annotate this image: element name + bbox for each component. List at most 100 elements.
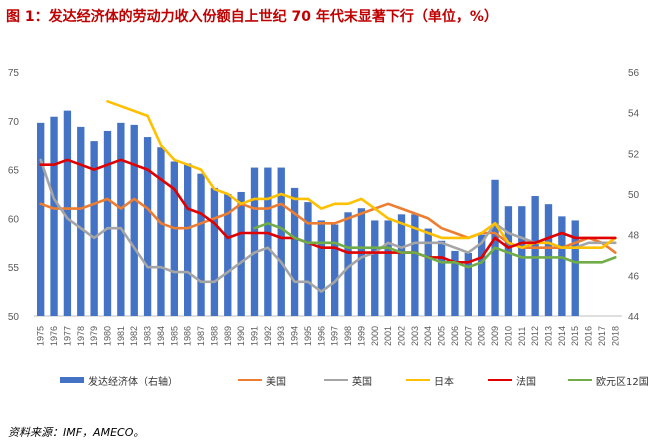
- bar: [531, 196, 539, 316]
- bars: [37, 110, 579, 317]
- right-axis-tick-label: 48: [628, 231, 640, 242]
- x-axis-tick-label: 2004: [423, 326, 433, 346]
- bar: [451, 250, 459, 316]
- x-axis-tick-label: 1999: [356, 326, 366, 346]
- legend-swatch: [324, 379, 348, 381]
- x-axis-tick-label: 1983: [143, 326, 153, 346]
- x-axis-tick-label: 2014: [557, 326, 567, 346]
- bar: [90, 141, 98, 316]
- x-axis-tick-label: 1980: [103, 326, 113, 346]
- bar: [250, 167, 259, 316]
- bar: [357, 208, 366, 316]
- x-axis-tick-label: 1977: [62, 326, 72, 346]
- x-axis-tick-label: 1994: [290, 326, 300, 346]
- legend-label: 欧元区12国: [596, 376, 649, 388]
- left-axis-tick-label: 50: [8, 312, 20, 323]
- x-axis-tick-label: 1975: [36, 326, 46, 346]
- x-axis-tick-label: 1998: [343, 326, 353, 346]
- x-axis-tick-label: 2015: [570, 326, 580, 346]
- series-line: [106, 100, 617, 249]
- x-axis-tick-label: 1989: [223, 326, 233, 346]
- bar: [371, 220, 379, 316]
- x-axis-tick-label: 2013: [544, 326, 554, 346]
- legend-label: 法国: [516, 376, 536, 388]
- bar: [103, 130, 112, 316]
- legend-swatch: [238, 379, 262, 381]
- x-axis-tick-label: 2012: [530, 326, 540, 346]
- left-axis-tick-label: 55: [8, 263, 20, 274]
- bar: [384, 220, 392, 316]
- right-axis-tick-label: 56: [628, 68, 640, 79]
- bar: [518, 206, 526, 316]
- bar: [544, 204, 553, 316]
- legend-item: 日本: [406, 372, 454, 388]
- bar: [504, 206, 513, 316]
- bar: [478, 234, 486, 316]
- bar: [37, 122, 45, 316]
- bar: [317, 220, 325, 316]
- bar: [117, 122, 125, 316]
- legend-label: 英国: [352, 376, 372, 388]
- x-axis-tick-label: 2007: [463, 326, 473, 346]
- x-axis-tick-label: 1986: [183, 326, 193, 346]
- right-axis-tick-label: 52: [628, 149, 640, 160]
- legend-swatch: [568, 379, 592, 381]
- x-axis-tick-label: 1993: [276, 326, 286, 346]
- x-axis-tick-label: 1982: [129, 326, 139, 346]
- bar: [184, 163, 192, 316]
- x-axis-tick-label: 1992: [263, 326, 273, 346]
- bar: [77, 126, 85, 317]
- bar: [130, 124, 138, 316]
- x-axis-tick-label: 2009: [490, 326, 500, 346]
- x-axis-tick-label: 2018: [610, 326, 620, 346]
- x-axis-tick-label: 1981: [116, 326, 126, 346]
- legend-swatch: [60, 377, 84, 383]
- x-axis-tick-label: 1978: [76, 326, 86, 346]
- bar: [437, 240, 446, 316]
- x-axis-tick-label: 2016: [584, 326, 594, 346]
- left-axis-tick-label: 65: [8, 166, 20, 177]
- legend-label: 美国: [266, 376, 286, 388]
- bar: [264, 167, 272, 316]
- x-axis-tick-label: 2005: [437, 326, 447, 346]
- bar: [304, 202, 312, 316]
- x-axis-tick-label: 1990: [236, 326, 246, 346]
- series-line: [253, 222, 617, 269]
- chart-title: 图 1：发达经济体的劳动力收入份额自上世纪 70 年代末显著下行（单位，%）: [6, 9, 498, 25]
- x-axis-tick-label: 2001: [383, 326, 393, 346]
- legend-item: 美国: [238, 372, 286, 388]
- bar: [571, 220, 579, 316]
- right-axis-tick-label: 50: [628, 190, 640, 201]
- legend-swatch: [406, 379, 430, 381]
- legend-label: 发达经济体（右轴）: [88, 376, 178, 388]
- bar: [464, 252, 472, 316]
- series-line: [39, 158, 617, 264]
- bar: [50, 116, 58, 316]
- left-axis-tick-label: 60: [8, 214, 20, 225]
- legend-item: 发达经济体（右轴）: [60, 372, 178, 388]
- bar: [331, 224, 339, 316]
- x-axis-tick-label: 2002: [397, 326, 407, 346]
- x-axis-tick-label: 2006: [450, 326, 460, 346]
- bar: [397, 214, 406, 316]
- x-axis-tick-label: 1997: [330, 326, 340, 346]
- bar: [290, 187, 299, 316]
- bar: [411, 214, 419, 316]
- x-axis-tick-label: 1991: [250, 326, 260, 346]
- legend: 发达经济体（右轴） 美国 英国 日本 法国 欧元区12国: [60, 372, 649, 388]
- bar: [224, 194, 232, 316]
- legend-item: 英国: [324, 372, 372, 388]
- right-axis-tick-label: 54: [628, 109, 640, 120]
- bar: [63, 110, 72, 316]
- right-axis-tick-label: 44: [628, 312, 640, 323]
- x-axis-tick-label: 1985: [169, 326, 179, 346]
- x-axis-tick-label: 2011: [517, 327, 527, 346]
- x-axis-tick-label: 1976: [49, 326, 59, 346]
- x-axis-tick-label: 1995: [303, 326, 313, 346]
- bar: [143, 137, 152, 316]
- source-note: 资料来源：IMF，AMECO。: [8, 426, 145, 439]
- bar: [558, 216, 566, 316]
- series-line: [39, 158, 617, 293]
- legend-label: 日本: [434, 376, 454, 388]
